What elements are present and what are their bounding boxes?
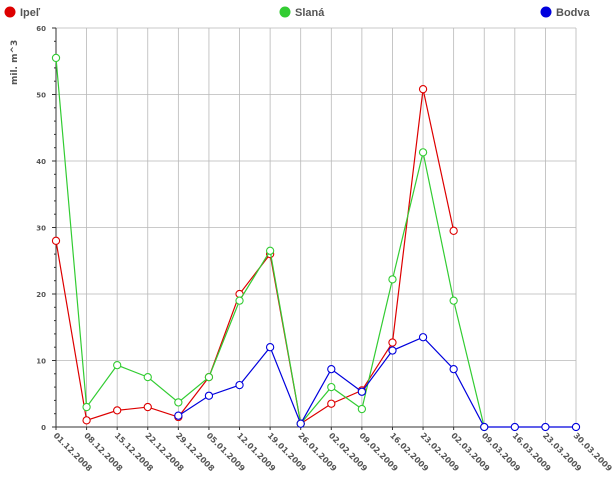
data-point bbox=[82, 402, 91, 412]
y-tick-label: 50 bbox=[36, 92, 46, 100]
data-point bbox=[204, 391, 214, 400]
data-point bbox=[82, 416, 91, 425]
x-axis-ticks: 01.12.200808.12.200815.12.200822.12.2008… bbox=[52, 431, 613, 473]
data-point bbox=[174, 398, 183, 407]
y-tick-label: 60 bbox=[36, 25, 46, 33]
data-point bbox=[143, 402, 152, 412]
series-0 bbox=[51, 85, 458, 428]
data-point bbox=[204, 372, 214, 382]
data-point bbox=[51, 236, 61, 245]
data-point bbox=[265, 246, 275, 255]
data-point bbox=[449, 226, 458, 235]
data-point bbox=[571, 422, 581, 432]
series-line-2 bbox=[178, 336, 576, 428]
data-point bbox=[327, 399, 336, 408]
data-point bbox=[235, 296, 244, 305]
series-lines bbox=[51, 53, 581, 432]
y-tick-label: 40 bbox=[36, 158, 46, 166]
legend-label-0: Ipeľ bbox=[20, 7, 41, 19]
data-point bbox=[113, 361, 122, 370]
data-point bbox=[541, 422, 550, 432]
y-tick-label: 30 bbox=[36, 225, 46, 233]
axes bbox=[52, 27, 577, 430]
legend-marker-1 bbox=[279, 6, 291, 18]
y-axis-ticks: 0 10 20 30 40 50 60 bbox=[36, 25, 46, 432]
legend-marker-2 bbox=[540, 6, 552, 18]
data-point bbox=[357, 387, 367, 396]
grid bbox=[55, 27, 577, 428]
data-point bbox=[418, 333, 428, 342]
y-tick-label: 10 bbox=[36, 358, 46, 366]
legend-label-2: Bodva bbox=[556, 7, 591, 19]
data-point bbox=[51, 53, 61, 63]
data-point bbox=[388, 275, 397, 284]
series-2 bbox=[174, 333, 581, 432]
data-point bbox=[418, 85, 428, 94]
y-tick-label: 0 bbox=[41, 424, 46, 432]
legend: Ipeľ Slaná Bodva bbox=[4, 6, 591, 19]
data-point bbox=[449, 364, 458, 374]
y-axis-label: mil. m^3 bbox=[10, 40, 20, 85]
data-point bbox=[480, 422, 489, 432]
legend-label-1: Slaná bbox=[295, 7, 325, 19]
legend-marker-0 bbox=[4, 6, 16, 18]
data-point bbox=[388, 338, 397, 347]
data-point bbox=[174, 411, 183, 420]
data-point bbox=[510, 422, 519, 432]
data-point bbox=[327, 364, 336, 374]
data-point bbox=[265, 343, 275, 352]
data-point bbox=[357, 404, 367, 414]
data-point bbox=[143, 372, 152, 382]
data-point bbox=[418, 148, 428, 157]
series-1 bbox=[51, 53, 489, 432]
data-point bbox=[327, 382, 336, 392]
data-point bbox=[388, 346, 397, 355]
series-line-0 bbox=[55, 89, 455, 425]
data-point bbox=[113, 406, 122, 415]
data-point bbox=[296, 419, 305, 428]
y-tick-label: 20 bbox=[36, 291, 46, 299]
data-point bbox=[449, 296, 458, 305]
data-point bbox=[235, 380, 244, 390]
